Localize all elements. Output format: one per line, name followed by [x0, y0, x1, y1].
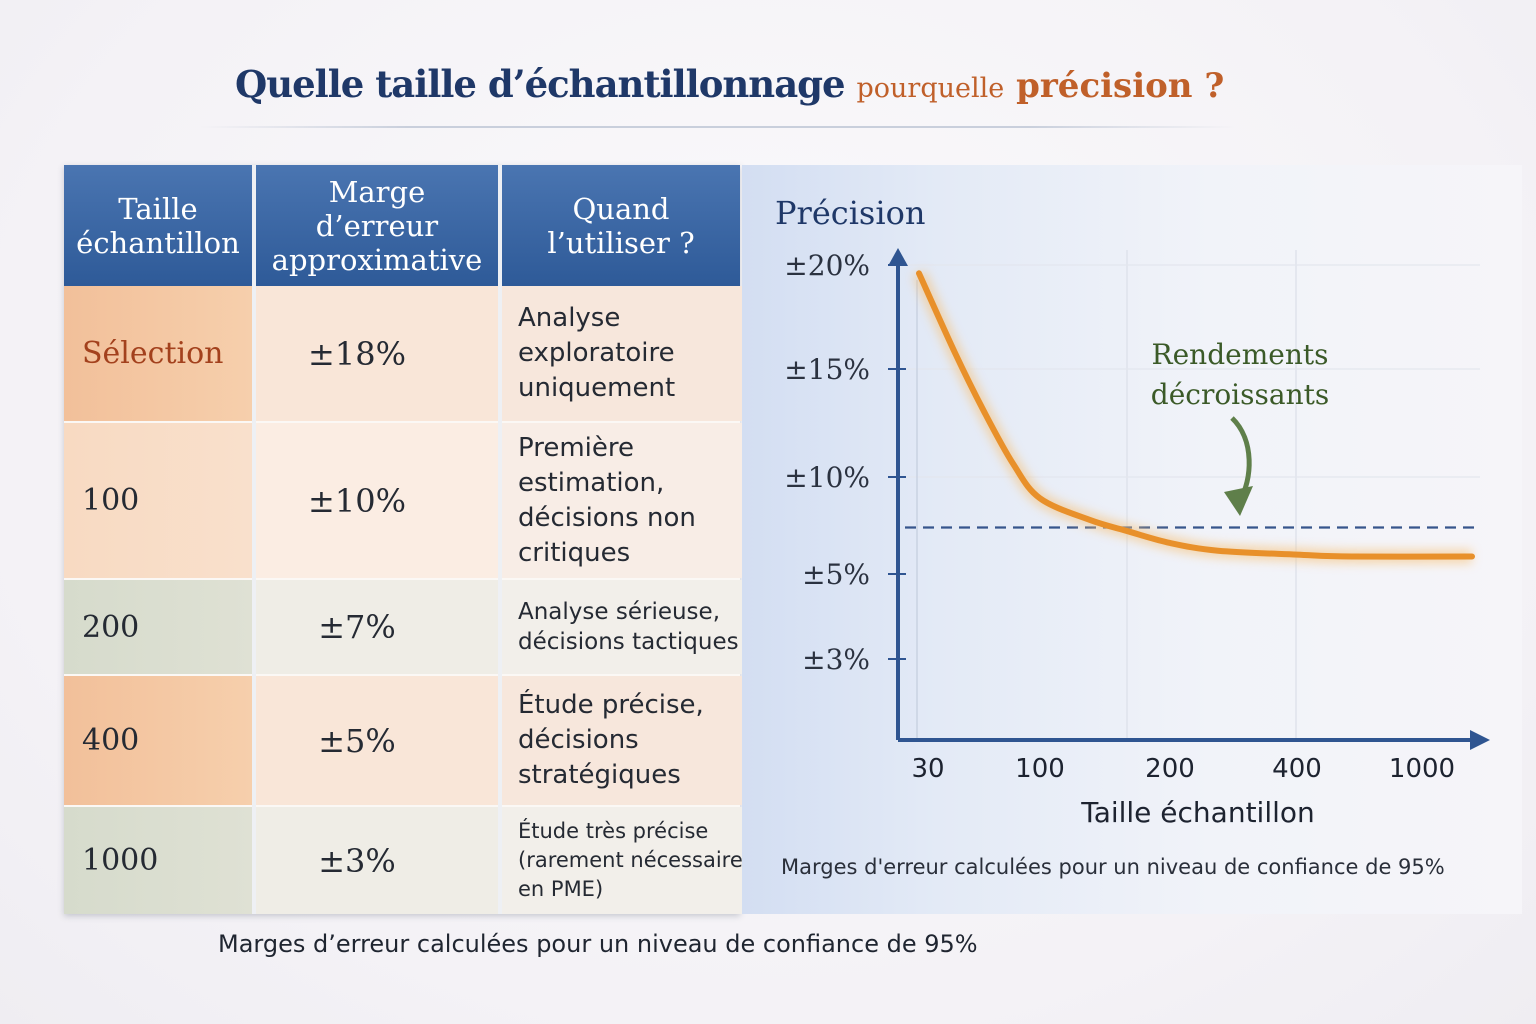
usage-line: Première	[518, 432, 634, 463]
x-tick-label: 30	[911, 754, 944, 784]
row-usage: Étude très précise (rarement nécessaire en…	[502, 807, 762, 914]
usage-line: décisions tactiques	[518, 629, 739, 655]
curve-glow	[912, 270, 1473, 564]
usage-line: stratégiques	[518, 760, 681, 790]
y-tick-label: ±20%	[784, 249, 870, 282]
x-axis-title: Taille échantillon	[1080, 796, 1315, 829]
chart-axes	[888, 248, 1490, 750]
header-line: Taille	[118, 191, 198, 226]
usage-line: critiques	[518, 537, 631, 568]
title-connector: pourquelle	[856, 73, 1005, 104]
x-tick-label: 200	[1145, 754, 1195, 784]
annotation-line-1: Rendements	[1152, 338, 1329, 371]
row-divider	[64, 578, 740, 580]
header-line: approximative	[271, 242, 483, 277]
column-divider	[252, 165, 256, 914]
y-tick-label: ±5%	[802, 558, 870, 591]
row-size: 1000	[64, 807, 252, 914]
y-tick-label: ±3%	[802, 643, 870, 676]
x-axis-arrow	[1470, 730, 1490, 750]
row-usage: Analyse sérieuse, décisions tactiques	[502, 580, 762, 674]
page-title: Quelle taille d’échantillonnage pourquel…	[235, 62, 1224, 106]
table-row: 200 ±7% Analyse sérieuse, décisions tacti…	[64, 580, 762, 674]
chart-grid	[900, 250, 1480, 740]
row-divider	[64, 674, 740, 676]
usage-line: Analyse	[518, 303, 621, 333]
chart-note: Marges d'erreur calculées pour un niveau…	[781, 855, 1445, 879]
y-tick-label: ±10%	[784, 461, 870, 494]
usage-line: exploratoire	[518, 338, 675, 368]
table-row: 400 ±5% Étude précise, décisions stratégiq…	[64, 676, 762, 805]
title-accent: précision ?	[1016, 66, 1225, 106]
y-axis-title: Précision	[775, 194, 925, 232]
header-margin: Marge d’erreur approximative	[256, 165, 498, 286]
header-line: Marge	[328, 174, 426, 209]
row-margin: ±3%	[256, 807, 498, 914]
x-tick-label: 400	[1272, 754, 1322, 784]
x-tick-labels: 30 100 200 400 1000	[911, 754, 1455, 784]
row-divider	[64, 421, 740, 423]
row-margin: ±7%	[256, 580, 498, 674]
y-tick-label: ±15%	[784, 353, 870, 386]
header-line: échantillon	[76, 225, 240, 260]
margin-curve-line	[916, 270, 1475, 560]
row-margin: ±18%	[256, 286, 498, 421]
footer-note: Marges d’erreur calculées pour un niveau…	[218, 930, 978, 958]
row-size: 400	[64, 676, 252, 805]
row-size: 200	[64, 580, 252, 674]
row-margin: ±10%	[256, 423, 498, 578]
usage-line: Analyse sérieuse,	[518, 599, 721, 625]
row-divider	[64, 805, 740, 807]
x-tick-label: 1000	[1389, 754, 1455, 784]
usage-line: en PME)	[518, 877, 604, 901]
usage-line: Étude précise,	[518, 690, 704, 720]
header-line: Quand	[572, 191, 670, 226]
header-sample-size: Taille échantillon	[64, 165, 252, 286]
header-usage: Quand l’utiliser ?	[502, 165, 740, 286]
title-main: Quelle taille d’échantillonnage	[235, 62, 846, 106]
y-axis-arrow	[888, 248, 908, 266]
usage-line: décisions non	[518, 502, 696, 533]
annotation-arrow-head	[1224, 486, 1253, 516]
y-tick-labels: ±20% ±15% ±10% ±5% ±3%	[784, 249, 906, 676]
row-size: Sélection	[64, 286, 252, 421]
row-usage: Analyse exploratoire uniquement	[502, 286, 762, 421]
usage-line: Étude très précise	[518, 819, 709, 843]
header-line: d’erreur	[315, 208, 439, 243]
usage-line: estimation,	[518, 467, 665, 498]
usage-line: décisions	[518, 725, 639, 755]
column-divider	[498, 165, 502, 914]
row-usage: Étude précise, décisions stratégiques	[502, 676, 762, 805]
usage-line: (rarement nécessaire	[518, 848, 743, 872]
usage-line: uniquement	[518, 373, 676, 403]
row-usage: Première estimation, décisions non critique…	[502, 423, 762, 578]
annotation-line-2: décroissants	[1151, 378, 1329, 411]
table-row: Sélection ±18% Analyse exploratoire unique…	[64, 286, 762, 421]
title-divider	[200, 126, 1235, 128]
x-tick-label: 100	[1015, 754, 1065, 784]
row-size: 100	[64, 423, 252, 578]
table-row: 1000 ±3% Étude très précise (rarement néc…	[64, 807, 762, 914]
header-line: l’utiliser ?	[547, 225, 695, 260]
sample-size-table: Taille échantillon Marge d’erreur approxima…	[64, 165, 762, 914]
curve-group	[912, 270, 1475, 564]
table-row: 100 ±10% Première estimation, décisions no…	[64, 423, 762, 578]
row-margin: ±5%	[256, 676, 498, 805]
